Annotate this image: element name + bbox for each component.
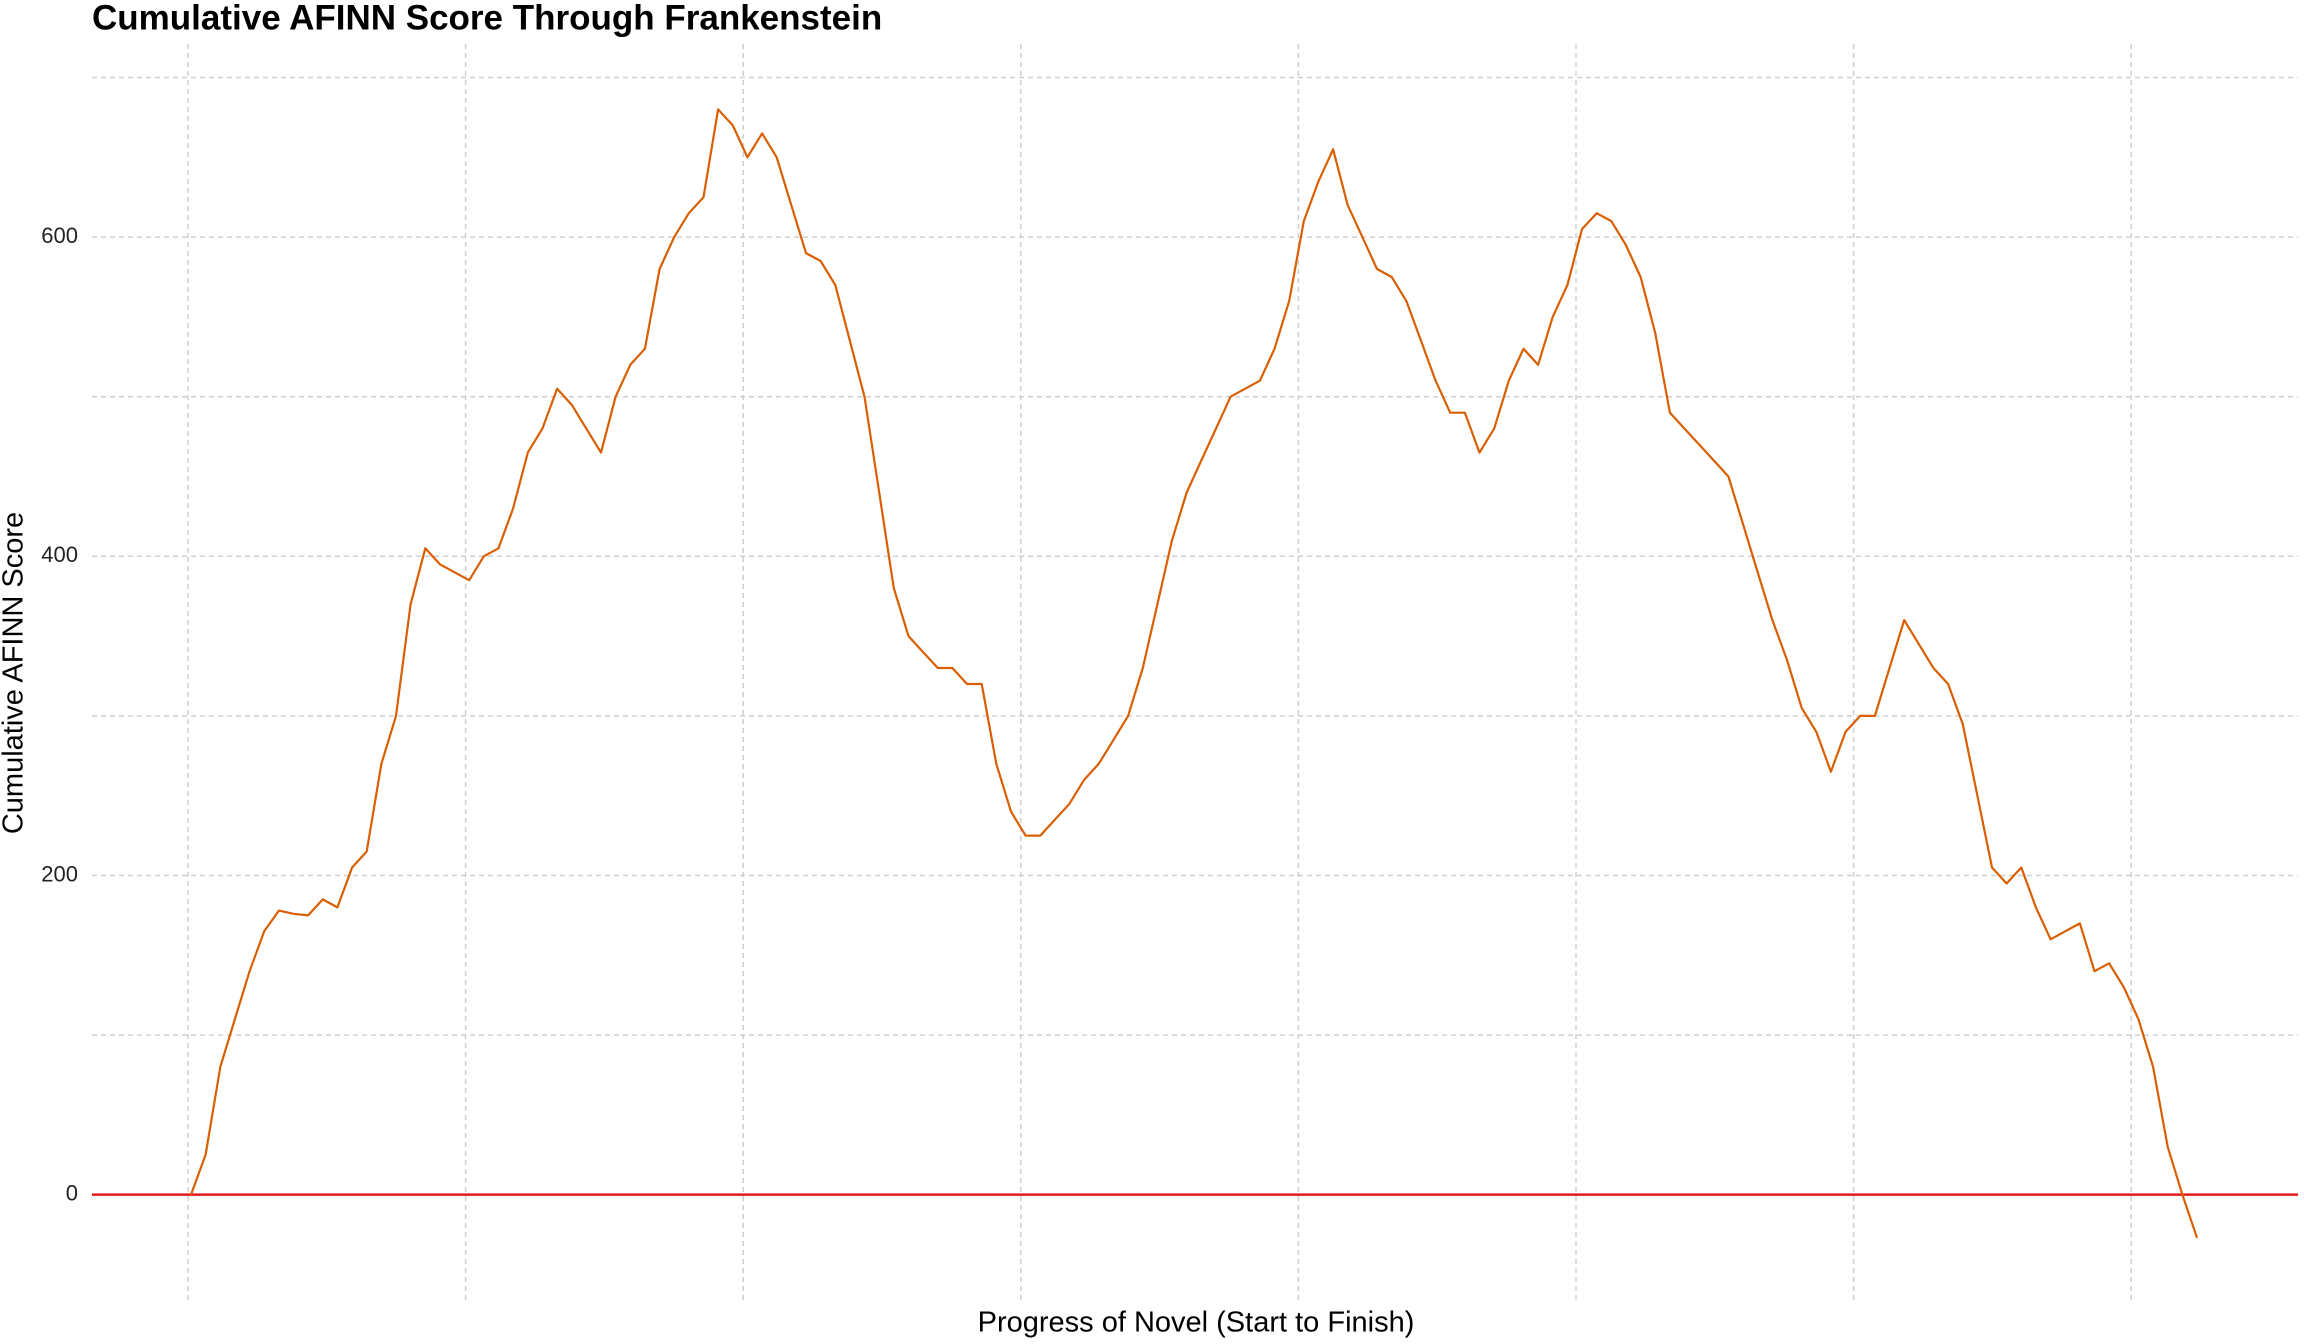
series-line <box>189 108 2199 1239</box>
y-tick-label: 400 <box>41 542 78 567</box>
y-tick-label: 200 <box>41 861 78 886</box>
y-tick-label: 0 <box>66 1180 78 1205</box>
y-axis-title: Cumulative AFINN Score <box>0 512 30 834</box>
chart-title: Cumulative AFINN Score Through Frankenst… <box>92 0 882 37</box>
x-axis-title: Progress of Novel (Start to Finish) <box>978 1307 1415 1339</box>
y-tick-label: 600 <box>41 223 78 248</box>
